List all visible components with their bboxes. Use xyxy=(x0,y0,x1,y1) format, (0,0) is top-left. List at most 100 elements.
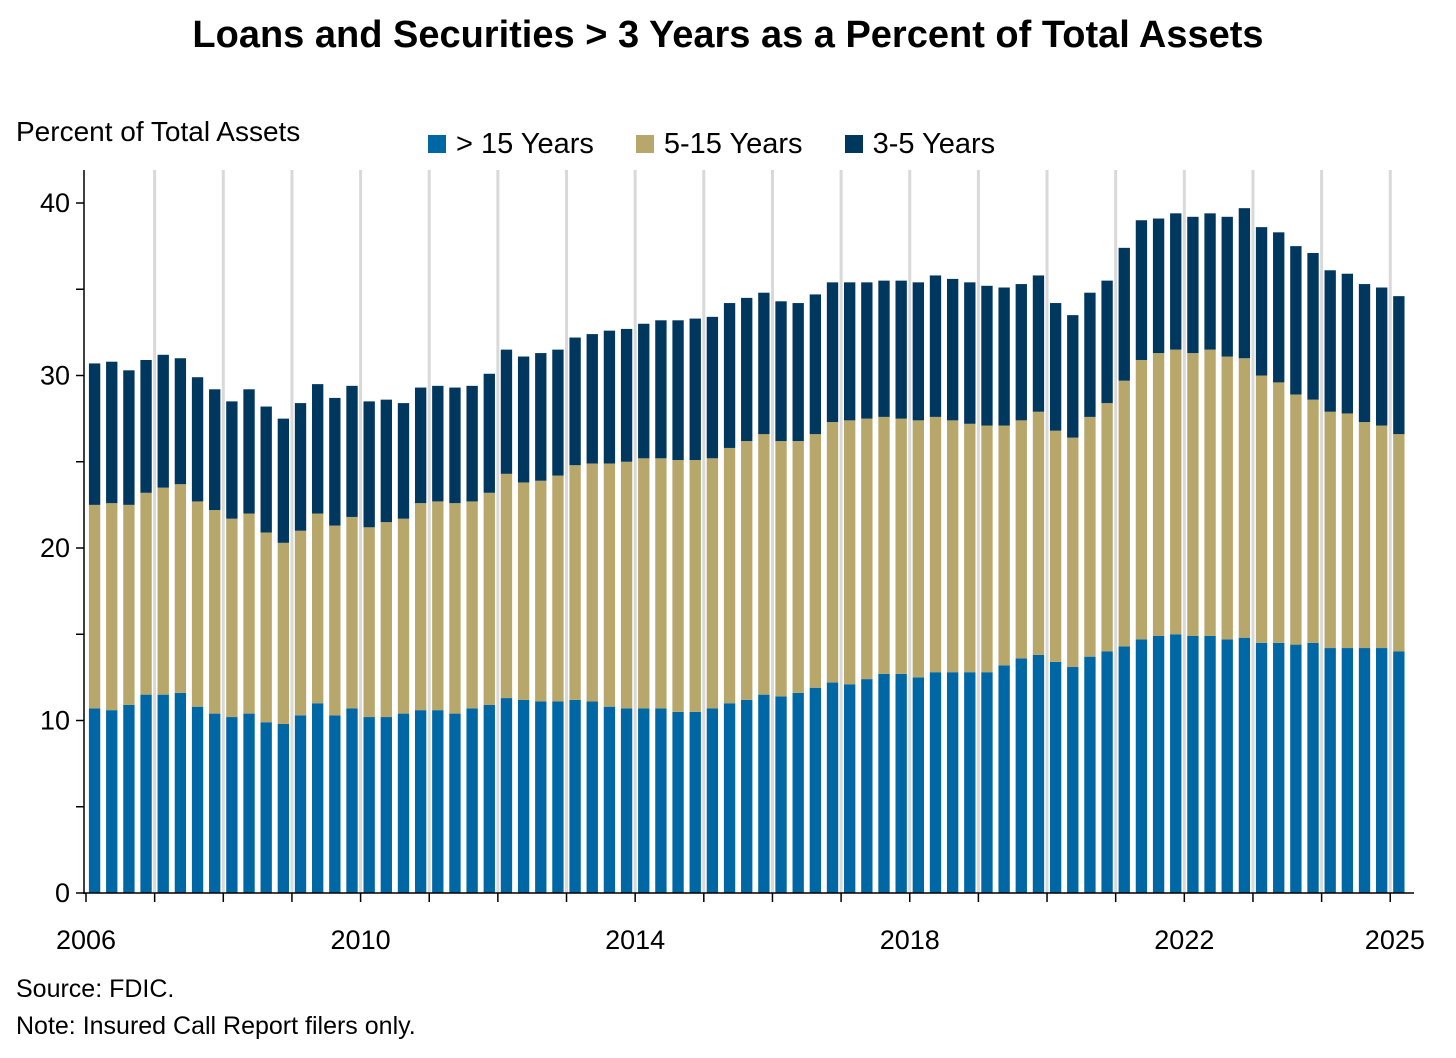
legend-label-gt15: > 15 Years xyxy=(456,127,594,160)
bar-segment-s1-64 xyxy=(1187,353,1199,636)
bar-segment-s2-39 xyxy=(758,292,770,435)
bar-segment-s0-65 xyxy=(1204,635,1216,893)
bar-segment-s2-28 xyxy=(569,337,581,466)
bar-segment-s2-26 xyxy=(535,353,547,481)
bar-segment-s0-21 xyxy=(449,713,461,893)
bar-segment-s1-30 xyxy=(603,463,616,707)
bar-segment-s2-62 xyxy=(1152,218,1165,354)
legend-swatch-5-15 xyxy=(635,135,654,153)
bar-segment-s0-61 xyxy=(1135,639,1148,893)
bar-segment-s1-67 xyxy=(1238,358,1251,638)
bar-segment-s0-44 xyxy=(844,684,856,893)
bar-segment-s1-71 xyxy=(1307,399,1319,643)
bar-segment-s1-36 xyxy=(706,458,719,709)
bar-segment-s0-42 xyxy=(809,687,822,893)
bar-segment-s2-71 xyxy=(1307,253,1319,400)
x-tick-label: 2018 xyxy=(880,925,940,955)
bar-segment-s2-7 xyxy=(209,389,221,511)
y-tick-label: 20 xyxy=(40,533,70,563)
bar-segment-s0-58 xyxy=(1084,656,1096,893)
bar-segment-s1-5 xyxy=(174,484,187,693)
bar-segment-s1-11 xyxy=(277,542,290,724)
bar-segment-s2-24 xyxy=(500,349,513,474)
bar-segment-s2-50 xyxy=(946,278,959,421)
bar-segment-s0-29 xyxy=(586,701,598,893)
bar-segment-s2-31 xyxy=(620,328,633,462)
bar-segment-s2-36 xyxy=(706,316,719,459)
bar-segment-s0-8 xyxy=(226,717,238,893)
bar-segment-s1-0 xyxy=(88,504,101,709)
bar-segment-s1-20 xyxy=(432,501,444,711)
bar-segment-s1-75 xyxy=(1376,425,1388,649)
legend-label-3-5: 3-5 Years xyxy=(872,127,996,160)
bar-segment-s1-34 xyxy=(672,460,684,712)
x-tick-label: 2006 xyxy=(56,925,116,955)
bar-segment-s1-74 xyxy=(1358,422,1371,649)
bar-segment-s2-40 xyxy=(775,301,787,442)
bar-segment-s0-7 xyxy=(209,713,221,893)
bar-segment-s0-74 xyxy=(1358,648,1371,893)
bar-segment-s0-12 xyxy=(294,715,307,893)
bar-segment-s2-20 xyxy=(432,385,444,502)
bar-segment-s2-27 xyxy=(552,349,564,476)
bar-segment-s1-21 xyxy=(449,503,461,714)
bar-segment-s0-31 xyxy=(620,708,633,893)
bar-segment-s0-57 xyxy=(1067,667,1079,893)
bar-segment-s2-63 xyxy=(1170,213,1182,350)
bar-segment-s2-65 xyxy=(1204,213,1216,350)
bar-segment-s0-75 xyxy=(1376,648,1388,893)
bar-segment-s1-48 xyxy=(912,420,924,678)
bar-segment-s1-66 xyxy=(1221,356,1233,640)
bar-segment-s2-30 xyxy=(603,330,616,464)
bar-segment-s2-74 xyxy=(1358,284,1371,423)
bar-segment-s0-18 xyxy=(397,713,410,893)
bar-segment-s0-43 xyxy=(826,682,839,893)
bar-segment-s2-48 xyxy=(912,282,924,421)
bar-segment-s1-9 xyxy=(243,513,255,714)
bar-segment-s1-10 xyxy=(260,532,272,723)
bar-segment-s1-25 xyxy=(517,482,530,700)
bar-segment-s2-1 xyxy=(106,361,118,504)
bar-segment-s2-52 xyxy=(981,285,993,426)
bar-segment-s0-22 xyxy=(466,708,478,893)
bar-segment-s2-2 xyxy=(123,370,135,505)
bar-segment-s0-52 xyxy=(981,672,993,893)
bar-segment-s0-59 xyxy=(1101,651,1113,893)
bar-segment-s0-62 xyxy=(1152,635,1165,893)
x-tick-label: 2010 xyxy=(331,925,391,955)
bar-segment-s1-69 xyxy=(1273,382,1285,643)
bar-segment-s0-47 xyxy=(895,673,907,893)
bar-segment-s2-46 xyxy=(878,280,890,417)
bar-segment-s1-22 xyxy=(466,501,478,709)
bar-segment-s1-51 xyxy=(964,423,976,673)
bar-segment-s0-41 xyxy=(792,692,804,893)
bar-segment-s0-5 xyxy=(174,692,187,893)
bar-segment-s2-70 xyxy=(1290,246,1302,395)
bar-segment-s1-17 xyxy=(380,522,392,718)
bar-segment-s2-13 xyxy=(312,384,324,514)
bar-segment-s0-72 xyxy=(1324,648,1336,893)
bar-segment-s0-32 xyxy=(638,708,650,893)
bar-segment-s0-70 xyxy=(1290,644,1302,893)
y-tick-label: 30 xyxy=(40,361,70,391)
bar-segment-s0-49 xyxy=(929,672,942,893)
bar-segment-s0-63 xyxy=(1170,634,1182,893)
bar-segment-s2-68 xyxy=(1255,227,1268,376)
bar-segment-s2-14 xyxy=(329,397,341,526)
bar-segment-s1-59 xyxy=(1101,403,1113,652)
bar-segment-s0-66 xyxy=(1221,639,1233,893)
bar-segment-s1-14 xyxy=(329,525,341,716)
bar-segment-s1-73 xyxy=(1341,413,1354,649)
bar-segment-s0-46 xyxy=(878,673,890,893)
bar-segment-s2-11 xyxy=(277,418,290,543)
bar-segment-s1-29 xyxy=(586,463,598,702)
y-tick-label: 0 xyxy=(55,878,70,908)
bar-segment-s1-45 xyxy=(861,418,873,680)
bar-segment-s1-38 xyxy=(741,441,753,700)
bar-segment-s0-69 xyxy=(1273,642,1285,894)
legend-swatch-gt15 xyxy=(428,135,446,153)
bar-segment-s2-54 xyxy=(1015,284,1027,421)
bar-segment-s1-4 xyxy=(157,487,169,695)
bar-segment-s2-21 xyxy=(449,387,461,504)
